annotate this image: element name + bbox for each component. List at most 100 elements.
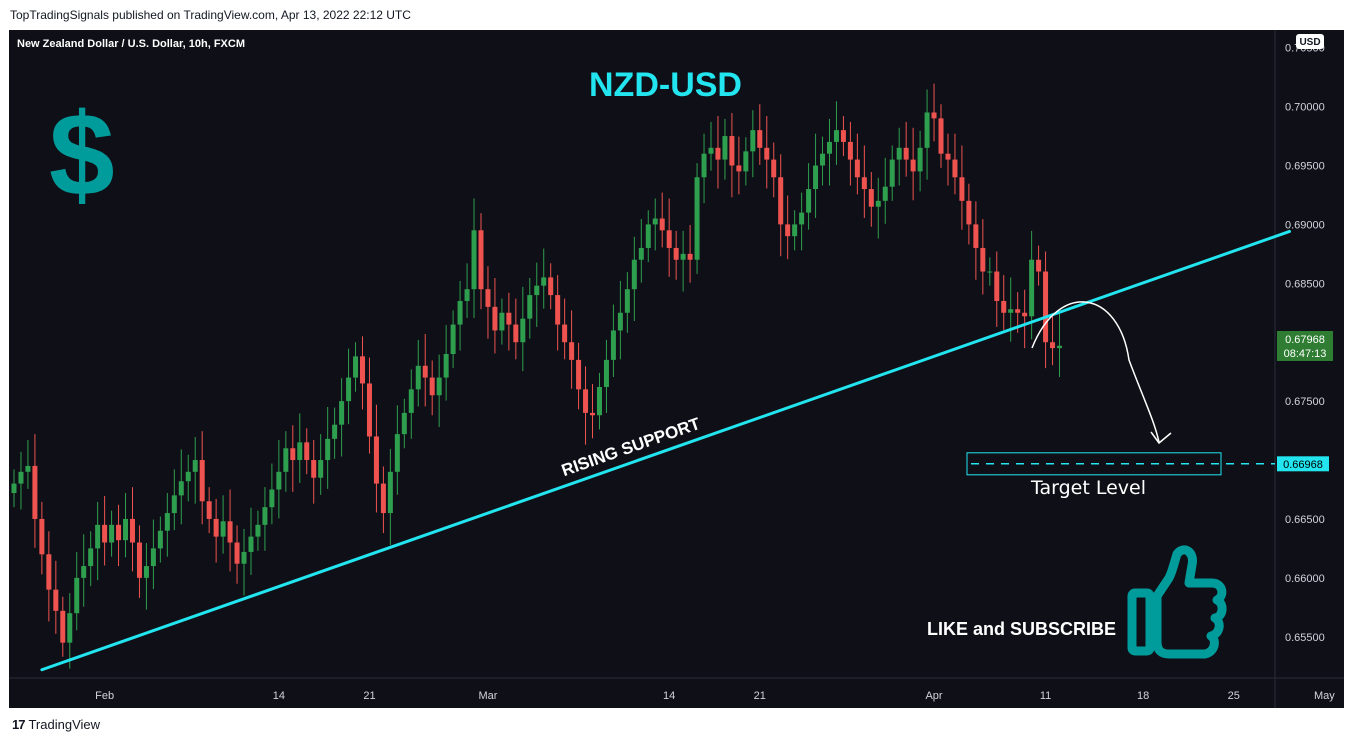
candle-body xyxy=(840,130,846,142)
candle-body xyxy=(673,247,679,260)
candle-body xyxy=(638,247,644,260)
footer-brand[interactable]: TradingView xyxy=(28,717,101,732)
candle-body xyxy=(868,189,874,207)
candle-body xyxy=(631,259,637,290)
currency-badge[interactable]: USD xyxy=(1299,37,1320,48)
candle-body xyxy=(959,177,965,201)
candle-body xyxy=(346,377,352,402)
x-tick-label: 21 xyxy=(754,690,766,702)
candle-body xyxy=(576,359,582,390)
candle-body xyxy=(854,159,860,178)
candle-body xyxy=(373,436,379,484)
candle-body xyxy=(882,186,888,201)
candle-body xyxy=(46,554,52,590)
candle-body xyxy=(743,151,749,172)
candle-body xyxy=(610,330,616,360)
chart-area[interactable]: New Zealand Dollar / U.S. Dollar, 10h, F… xyxy=(9,30,1344,708)
candle-body xyxy=(199,460,205,502)
candle-body xyxy=(129,518,135,543)
candle-body xyxy=(562,324,568,343)
candle-body xyxy=(590,412,596,416)
y-tick-label: 0.70000 xyxy=(1285,102,1325,114)
candle-body xyxy=(715,147,721,160)
currency-badge-bg[interactable] xyxy=(1296,34,1324,49)
candle-body xyxy=(1001,300,1007,313)
target-label: Target Level xyxy=(1030,477,1146,499)
support-line xyxy=(40,229,1292,672)
candle-body xyxy=(283,448,289,472)
candle-body xyxy=(764,147,770,160)
candle-body xyxy=(624,289,630,313)
candle-body xyxy=(387,471,393,514)
candle-body xyxy=(694,177,700,260)
candle-body xyxy=(436,377,442,396)
candle-body xyxy=(924,112,930,148)
candle-body xyxy=(583,389,589,413)
candle-body xyxy=(806,189,812,213)
candle-body xyxy=(32,465,38,519)
candle-body xyxy=(206,501,212,519)
target-price-badge xyxy=(1277,456,1329,472)
x-tick-label: 18 xyxy=(1137,690,1149,702)
candle-body xyxy=(213,518,219,537)
candle-body xyxy=(875,200,881,207)
candle-body xyxy=(408,389,414,413)
candle-body xyxy=(360,356,365,384)
candle-body xyxy=(813,165,819,190)
candle-body xyxy=(422,365,428,378)
candle-body xyxy=(722,136,728,160)
candle-body xyxy=(931,112,937,119)
candle-body xyxy=(248,536,254,552)
candle-body xyxy=(569,342,575,360)
candle-body xyxy=(178,481,184,496)
x-tick-label: Feb xyxy=(95,690,114,702)
candle-body xyxy=(1029,259,1035,317)
candle-body xyxy=(25,465,31,472)
candle-body xyxy=(353,356,359,378)
candle-body xyxy=(680,253,686,260)
candle-body xyxy=(994,271,1000,301)
support-label: RISING SUPPORT xyxy=(559,414,703,480)
candle-body xyxy=(506,312,512,325)
candle-body xyxy=(95,524,101,549)
candle-body xyxy=(269,489,275,508)
thumbs-up-icon[interactable] xyxy=(1127,545,1227,659)
candle-body xyxy=(527,295,533,319)
candle-body xyxy=(290,448,296,461)
candle-body xyxy=(450,324,456,354)
candle-body xyxy=(799,212,805,225)
candle-body xyxy=(541,277,547,286)
candle-body xyxy=(513,324,519,343)
candle-body xyxy=(1057,345,1062,349)
candle-body xyxy=(192,460,198,472)
candle-body xyxy=(394,434,400,472)
candle-body xyxy=(297,442,303,461)
candle-body xyxy=(917,147,923,172)
candle-body xyxy=(596,386,602,416)
candle-body xyxy=(220,521,226,537)
candle-body xyxy=(952,159,958,178)
chart-canvas[interactable]: New Zealand Dollar / U.S. Dollar, 10h, F… xyxy=(9,30,1344,708)
candle-body xyxy=(457,300,463,325)
candle-body xyxy=(11,483,17,494)
x-tick-label: Apr xyxy=(925,690,942,702)
candle-body xyxy=(896,147,902,160)
x-axis: Feb 14 21 Mar 14 21 Apr 11 18 25 May xyxy=(95,690,1335,702)
candle-body xyxy=(1022,312,1028,317)
candle-body xyxy=(750,130,756,152)
x-tick-label: 11 xyxy=(1040,690,1051,702)
candle-body xyxy=(736,165,742,172)
x-tick-label: 25 xyxy=(1228,690,1240,702)
candle-body xyxy=(60,610,66,643)
candle-body xyxy=(1015,309,1021,313)
candle-body xyxy=(53,589,59,611)
candle-body xyxy=(987,271,993,273)
candle-body xyxy=(645,224,651,248)
publisher-line: TopTradingSignals published on TradingVi… xyxy=(10,8,411,22)
candle-body xyxy=(910,159,916,172)
candle-body xyxy=(171,495,177,514)
candle-body xyxy=(861,177,867,190)
cta-text: LIKE and SUBSCRIBE xyxy=(927,619,1116,639)
candle-body xyxy=(666,230,672,248)
y-tick-label: 0.69500 xyxy=(1285,160,1325,172)
